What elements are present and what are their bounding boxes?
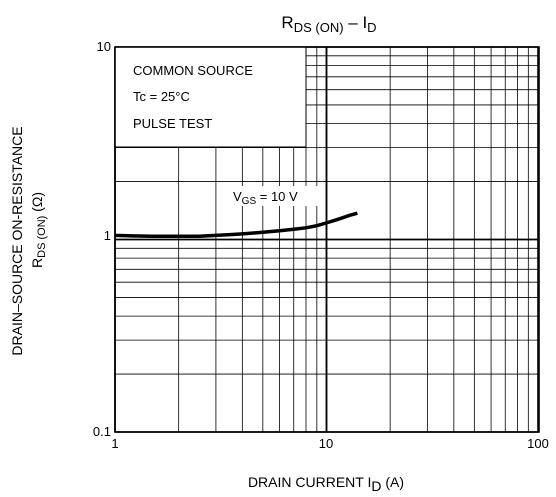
info-line-pulse-test: PULSE TEST	[133, 116, 212, 131]
series-line-vgs-10v	[114, 211, 358, 238]
title-subscript-rds: DS (ON)	[294, 20, 344, 35]
y-axis-label-line1: DRAIN–SOURCE ON-RESISTANCE	[9, 126, 25, 355]
x-tick-label-10: 10	[319, 436, 333, 451]
x-tick-label-100: 100	[527, 436, 549, 451]
plot-frame	[114, 46, 540, 433]
x-tick-label-1: 1	[111, 436, 118, 451]
info-box: COMMON SOURCE Tc = 25°C PULSE TEST	[114, 46, 307, 148]
title-subscript-d: D	[367, 20, 376, 35]
info-line-common-source: COMMON SOURCE	[133, 63, 253, 78]
x-axis-label: DRAIN CURRENT ID (A)	[248, 474, 404, 494]
info-box-panel	[114, 46, 307, 148]
series-label-vgs: VGS = 10 V	[233, 189, 298, 207]
y-axis-label-line2: RDS (ON) (Ω)	[29, 192, 48, 268]
y-tick-label-0-1: 0.1	[93, 424, 111, 439]
chart-title: RDS (ON) – ID	[281, 13, 376, 35]
y-tick-label-1: 1	[104, 228, 111, 243]
y-tick-label-10: 10	[97, 39, 111, 54]
info-line-temperature: Tc = 25°C	[133, 89, 190, 104]
series-label-background	[228, 186, 323, 206]
